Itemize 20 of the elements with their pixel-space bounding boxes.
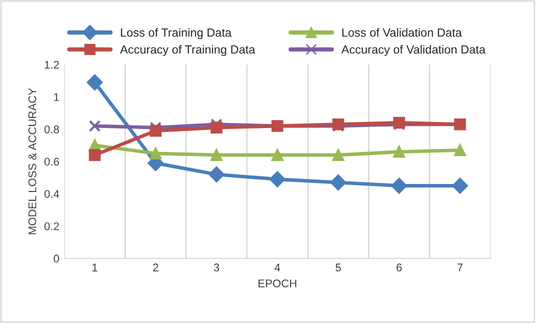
y-axis-title: MODEL LOSS & ACCURACY [28,88,36,234]
y-tick-label: 0.2 [44,222,59,230]
x-axis-title: EPOCH [258,279,296,288]
x-tick-label: 7 [457,264,463,272]
y-tick-label: 0.4 [44,190,60,198]
legend-label: Loss of Training Data [120,28,232,40]
x-tick-label: 2 [153,264,158,272]
y-tick-label: 1 [54,93,59,101]
y-tick-label: 0 [54,254,60,263]
legend-label: Accuracy of Validation Data [341,44,486,56]
y-tick-label: 0.8 [44,125,59,134]
x-tick-label: 3 [214,264,220,272]
legend-label: Accuracy of Training Data [120,44,256,56]
x-tick-label: 5 [336,264,341,272]
legend-label: Loss of Validation Data [342,28,462,37]
x-tick-label: 6 [396,264,402,272]
x-tick-label: 4 [274,264,280,272]
y-tick-label: 0.6 [44,158,59,166]
x-tick-label: 1 [92,264,98,272]
y-tick-label: 1.2 [44,60,59,69]
